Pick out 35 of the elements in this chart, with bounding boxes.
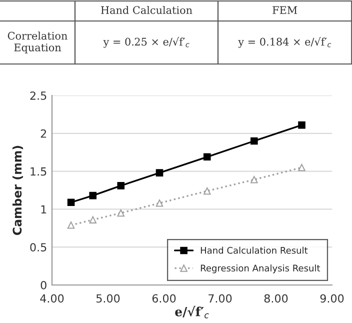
point [156, 199, 164, 207]
text: y = 0.25 × e/√f′$_{c}$ [103, 37, 190, 48]
x-tick-label: 6.00 [152, 294, 176, 303]
legend-label: Hand Calculation Result [200, 246, 308, 254]
text: FEM [272, 6, 298, 14]
point [117, 182, 125, 190]
point [250, 137, 258, 145]
x-tick-label: 8.00 [264, 294, 288, 303]
y-tick-label: 2.5 [30, 91, 46, 100]
point [67, 221, 75, 229]
text: y = 0.184 × e/√f′$_{c}$ [238, 37, 332, 48]
y-tick-label: 1.5 [30, 167, 46, 176]
y-tick-label: 0 [40, 280, 46, 290]
x-tick-label: 5.00 [96, 294, 120, 303]
text: Correlation Equation [8, 32, 68, 54]
point [298, 121, 306, 129]
point [203, 187, 211, 195]
y-tick-label: 2 [40, 129, 46, 138]
y-tick-label: 1 [41, 205, 46, 214]
point [89, 216, 97, 224]
legend-label: Regression Analysis Result [200, 264, 320, 274]
x-tick-label: 9.00 [320, 294, 344, 303]
y-axis-title: Camber (mm) [12, 146, 24, 236]
point [67, 198, 75, 206]
point [203, 153, 211, 161]
x-axis-title: e/√f′$_{c}$ [175, 306, 209, 318]
text: Hand Calculation [101, 6, 192, 14]
x-tick-label: 4.00 [40, 294, 64, 303]
x-tick-label: 7.00 [208, 294, 232, 303]
point [89, 192, 97, 200]
y-tick-label: 0.5 [30, 243, 46, 252]
point [117, 209, 125, 217]
point [250, 176, 258, 184]
point [298, 164, 306, 172]
point [156, 169, 164, 176]
